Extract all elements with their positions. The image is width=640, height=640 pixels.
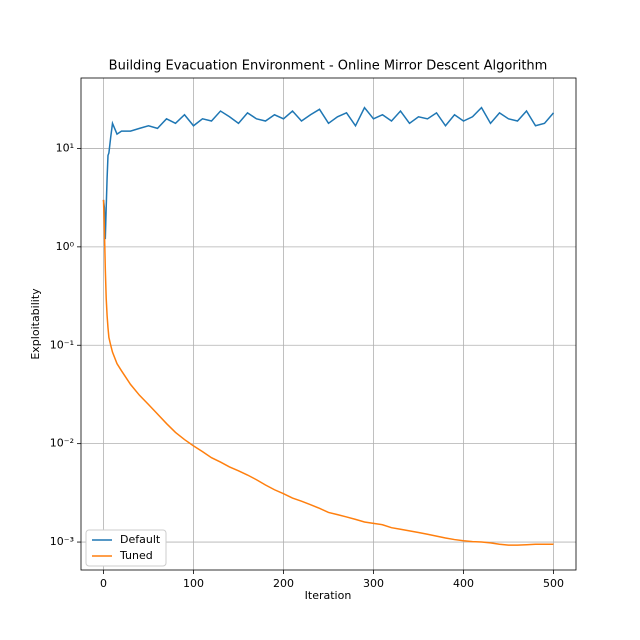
y-tick-label: 10⁻¹ [50,338,74,351]
y-tick-label: 10⁰ [56,240,75,253]
plot-frame [80,77,577,571]
x-tick-label: 200 [273,577,294,590]
x-tick-label: 400 [453,577,474,590]
legend-box [85,529,167,567]
x-tick-label: 100 [183,577,204,590]
chart-title: Building Evacuation Environment - Online… [109,59,548,74]
x-axis-label: Iteration [305,589,352,602]
y-tick-label: 10⁻² [50,437,74,450]
legend-label: Default [120,533,161,546]
x-tick-label: 500 [543,577,564,590]
x-tick-label: 0 [100,577,107,590]
series-line [102,106,555,240]
y-tick-label: 10¹ [56,141,74,154]
x-tick-label: 300 [363,577,384,590]
series-line [102,199,554,546]
legend-label: Tuned [119,549,153,562]
y-tick-label: 10⁻³ [50,535,74,548]
y-axis-label: Exploitability [29,288,42,360]
